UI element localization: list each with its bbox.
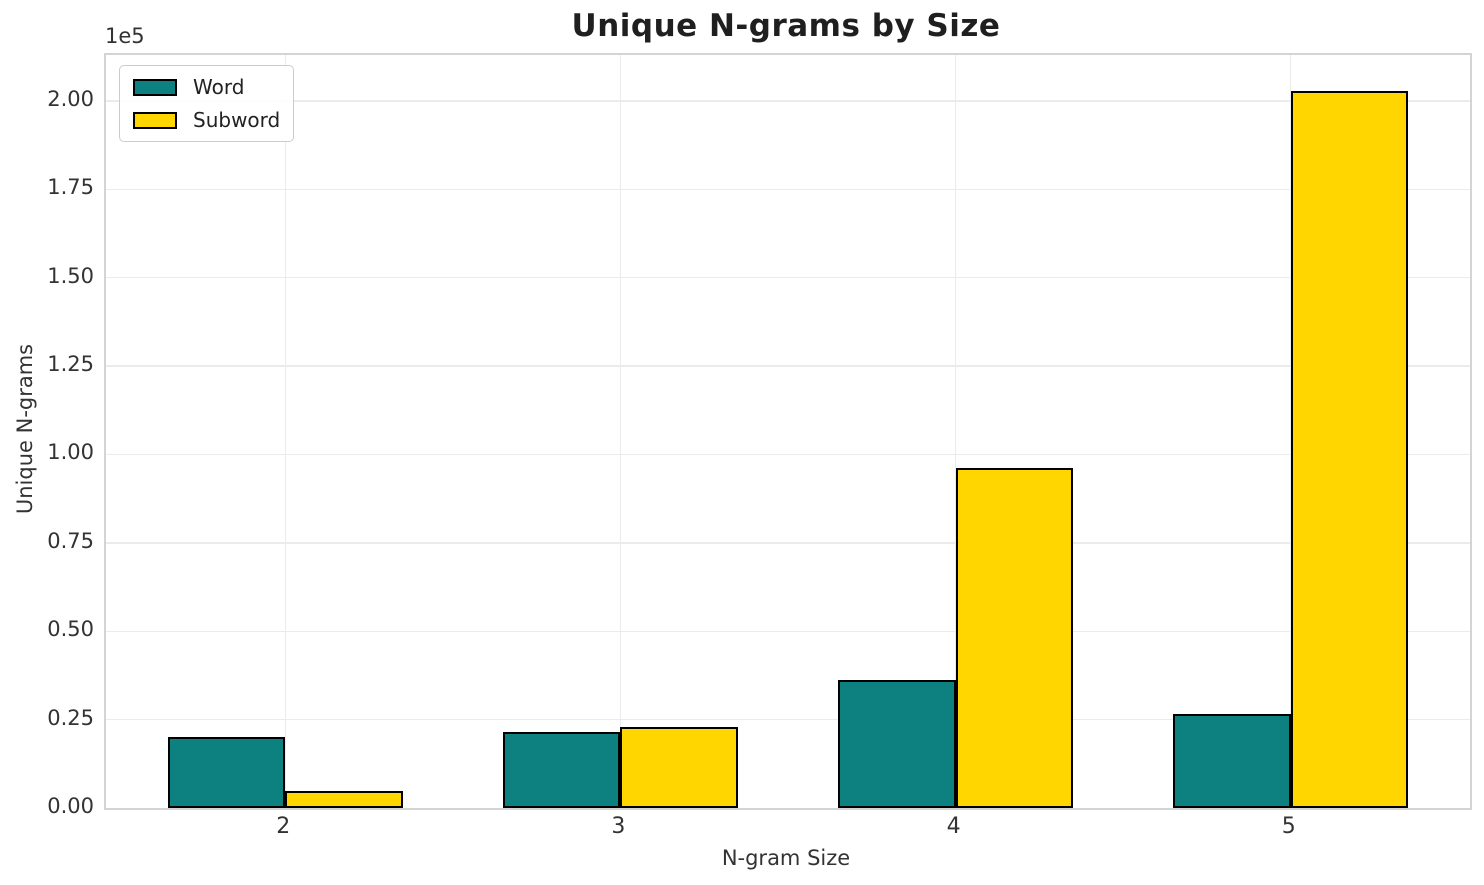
x-axis-label: N-gram Size	[721, 846, 851, 870]
x-tick-label: 3	[611, 814, 626, 839]
y-gridline	[106, 542, 1470, 544]
y-gridline	[106, 365, 1470, 367]
x-tick-label: 2	[276, 814, 291, 839]
word-bar-ngram-5	[1173, 714, 1291, 808]
word-bar-ngram-2	[168, 737, 286, 808]
chart-title: Unique N-grams by Size	[571, 8, 1001, 44]
subword-legend-label: Subword	[193, 108, 281, 132]
y-tick-label: 0.50	[47, 617, 94, 642]
y-gridline	[106, 100, 1470, 102]
legend-item-subword: Subword	[133, 108, 280, 132]
y-gridline	[106, 630, 1470, 632]
legend-item-word: Word	[133, 75, 280, 99]
y-axis-offset-label: 1e5	[105, 24, 145, 48]
plot-area: Word Subword	[104, 53, 1472, 810]
legend: Word Subword	[119, 65, 295, 142]
subword-bar-ngram-4	[955, 467, 1073, 808]
y-tick-label: 2.00	[47, 86, 94, 111]
y-tick-label: 1.25	[47, 352, 94, 377]
y-tick-label: 0.00	[47, 794, 94, 818]
word-legend-label: Word	[193, 75, 245, 99]
word-bar-ngram-4	[838, 679, 956, 808]
y-gridline	[106, 188, 1470, 191]
x-tick-label: 5	[1281, 814, 1296, 839]
y-tick-label: 0.25	[47, 705, 94, 730]
y-tick-label: 1.50	[47, 263, 94, 288]
subword-bar-ngram-2	[285, 791, 403, 808]
subword-bar-ngram-5	[1290, 91, 1408, 808]
y-tick-label: 0.75	[47, 528, 94, 553]
subword-bar-ngram-3	[620, 727, 738, 808]
x-gridline	[284, 55, 287, 808]
y-gridline	[106, 718, 1470, 721]
subword-series-swatch	[133, 111, 177, 129]
x-gridline	[619, 55, 622, 808]
y-tick-label: 1.00	[47, 440, 94, 465]
y-tick-label: 1.75	[47, 175, 94, 200]
x-tick-label: 4	[946, 814, 961, 839]
x-gridline	[954, 55, 957, 808]
y-gridline	[106, 453, 1470, 456]
y-gridline	[106, 276, 1470, 279]
word-series-swatch	[133, 78, 177, 96]
word-bar-ngram-3	[503, 732, 621, 808]
